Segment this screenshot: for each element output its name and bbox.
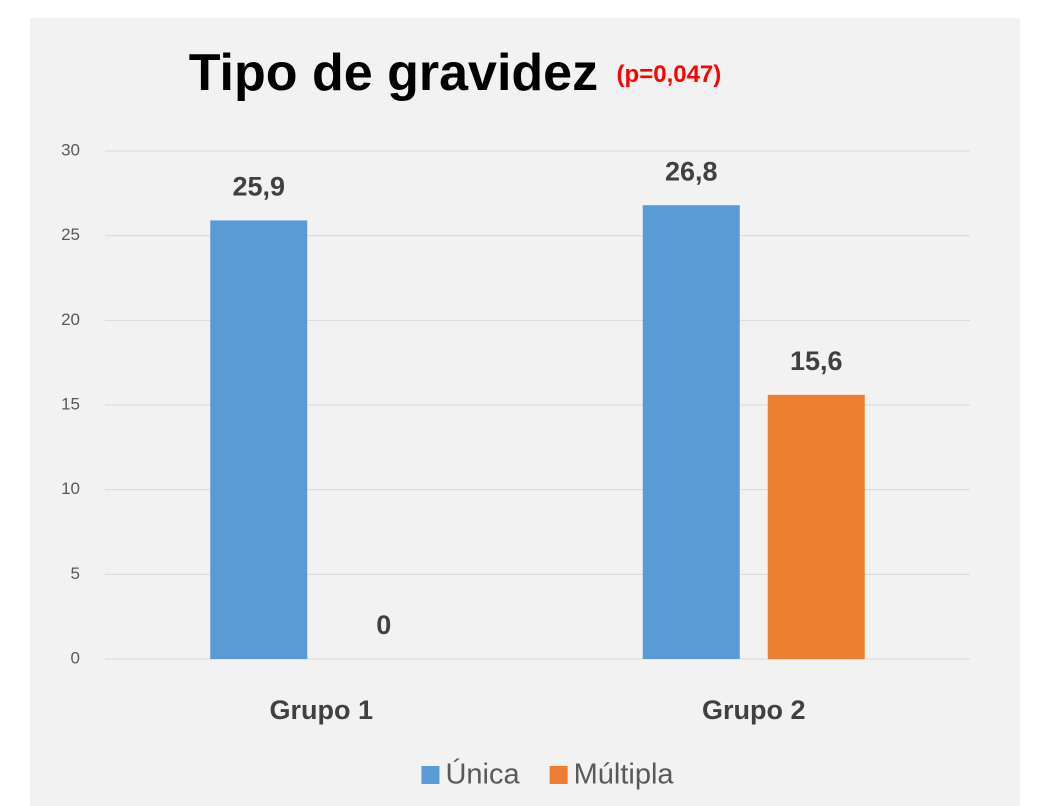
bar: [767, 394, 865, 659]
y-tick-label: 10: [61, 479, 80, 498]
y-tick-label: 5: [71, 564, 80, 583]
data-label: 15,6: [790, 346, 843, 376]
y-tick-label: 15: [61, 394, 80, 413]
y-tick-label: 30: [61, 140, 80, 159]
y-tick-label: 0: [71, 648, 80, 667]
bar: [642, 205, 740, 660]
legend-label: Única: [445, 758, 520, 791]
legend-swatch: [549, 766, 568, 784]
data-label: 26,8: [665, 156, 718, 186]
chart-subtitle: (p=0,047): [617, 61, 722, 88]
chart-title-group: Tipo de gravidez (p=0,047): [189, 44, 722, 102]
y-tick-label: 20: [61, 310, 80, 329]
x-tick-label: Grupo 2: [702, 695, 806, 725]
x-tick-label: Grupo 1: [269, 695, 373, 725]
data-label: 0: [376, 610, 391, 640]
data-label: 25,9: [232, 172, 285, 202]
y-tick-label: 25: [61, 225, 80, 244]
legend-label: Múltipla: [574, 759, 675, 791]
bar: [210, 220, 308, 659]
chart-background: [30, 18, 1020, 806]
legend-swatch: [421, 766, 440, 784]
chart-title: Tipo de gravidez: [189, 44, 598, 102]
